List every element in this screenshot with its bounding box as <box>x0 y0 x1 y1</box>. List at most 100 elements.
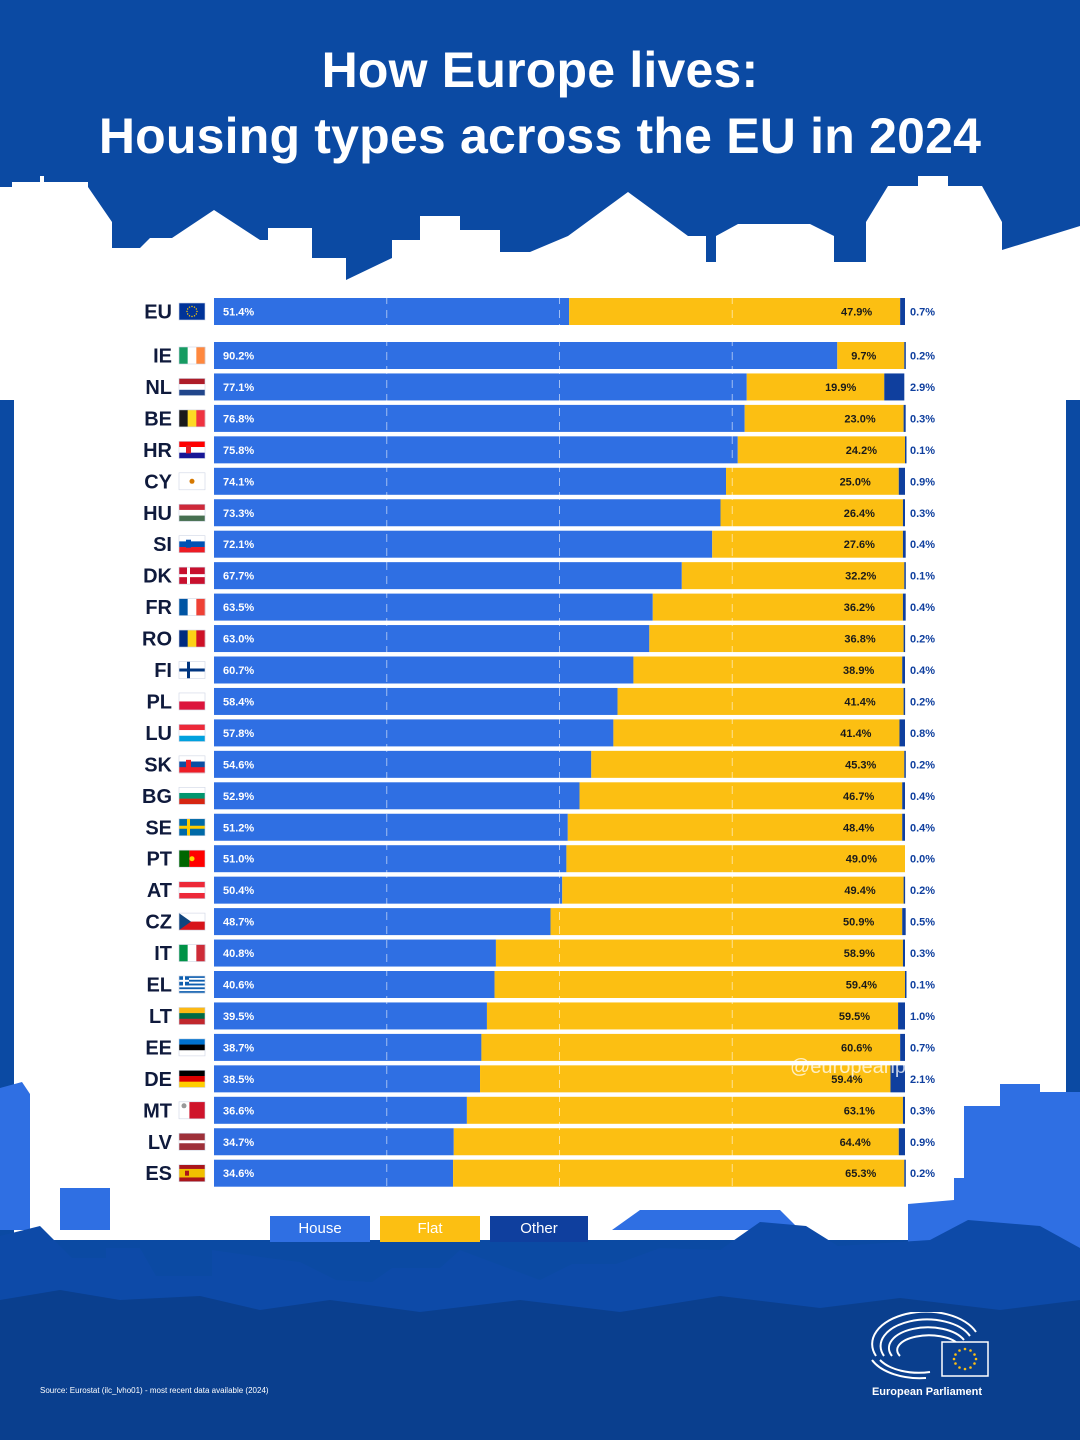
flag-icon-it <box>178 944 206 962</box>
country-label-mt: MT <box>143 1100 172 1122</box>
bar-other-be <box>903 404 906 432</box>
bar-flat-mt <box>466 1096 903 1124</box>
value-other-de: 2.1% <box>910 1074 935 1086</box>
value-house-cy: 74.1% <box>223 476 254 488</box>
flag-icon-de <box>178 1070 206 1088</box>
value-flat-sk: 45.3% <box>845 759 876 771</box>
bar-other-de <box>890 1065 905 1093</box>
value-flat-mt: 63.1% <box>844 1105 875 1117</box>
value-other-eu: 0.7% <box>910 307 935 319</box>
value-other-ie: 0.2% <box>910 351 935 363</box>
flag-icon-eu <box>178 302 206 321</box>
bar-flat-bg <box>579 782 903 810</box>
flag-icon-bg <box>178 786 206 805</box>
bar-flat-it <box>495 939 903 967</box>
value-house-at: 50.4% <box>223 885 254 897</box>
value-house-es: 34.6% <box>223 1168 254 1180</box>
value-other-se: 0.4% <box>910 822 935 834</box>
value-other-dk: 0.1% <box>910 571 935 583</box>
value-flat-it: 58.9% <box>844 948 875 960</box>
bar-flat-dk <box>681 562 905 590</box>
value-flat-lt: 59.5% <box>839 1011 870 1023</box>
flag-icon-ee <box>178 1038 206 1057</box>
bar-house-fi <box>214 656 634 684</box>
bar-flat-eu <box>569 298 901 325</box>
bar-other-hr <box>905 436 907 464</box>
country-label-bg: BG <box>142 786 172 808</box>
value-flat-lv: 64.4% <box>840 1137 871 1149</box>
country-label-fr: FR <box>145 597 172 619</box>
country-label-el: EL <box>146 975 172 997</box>
bar-flat-ee <box>481 1033 901 1061</box>
value-house-nl: 77.1% <box>223 382 254 394</box>
value-house-cz: 48.7% <box>223 917 254 929</box>
value-house-pl: 58.4% <box>223 696 254 708</box>
value-flat-bg: 46.7% <box>843 791 874 803</box>
value-flat-se: 48.4% <box>843 822 874 834</box>
flag-icon-lt <box>178 1007 206 1025</box>
bar-flat-sk <box>591 750 905 778</box>
flag-icon-cy <box>178 472 206 491</box>
bar-house-pt <box>214 845 567 873</box>
bar-other-pl <box>903 687 906 715</box>
country-label-nl: NL <box>145 377 172 399</box>
bar-house-nl <box>214 373 747 401</box>
value-house-fi: 60.7% <box>223 665 254 677</box>
country-label-pl: PL <box>146 691 172 713</box>
country-label-at: AT <box>147 880 172 902</box>
flag-icon-sk <box>178 755 206 774</box>
legend-house: House <box>270 1216 370 1242</box>
country-label-de: DE <box>144 1069 172 1091</box>
brand-name: European Parliament <box>871 1386 983 1398</box>
value-other-be: 0.3% <box>910 413 935 425</box>
country-label-pt: PT <box>146 849 172 871</box>
value-other-fi: 0.4% <box>910 665 935 677</box>
value-flat-pt: 49.0% <box>846 854 877 866</box>
bar-flat-nl <box>746 373 885 401</box>
bar-flat-se <box>567 813 903 841</box>
bar-other-ro <box>903 625 906 653</box>
value-other-pt: 0.0% <box>910 854 935 866</box>
country-label-se: SE <box>145 817 172 839</box>
flag-icon-mt <box>178 1101 206 1120</box>
bar-flat-ie <box>837 342 905 369</box>
bar-house-ee <box>214 1033 482 1061</box>
bar-house-el <box>214 971 495 998</box>
country-label-si: SI <box>153 534 172 556</box>
value-house-it: 40.8% <box>223 948 254 960</box>
country-label-it: IT <box>154 943 172 965</box>
bar-other-lt <box>898 1002 905 1030</box>
bar-other-fi <box>902 656 905 684</box>
bar-house-mt <box>214 1096 467 1124</box>
country-label-sk: SK <box>144 754 172 776</box>
country-label-hr: HR <box>143 440 172 462</box>
bar-house-lu <box>214 719 614 747</box>
bar-other-cz <box>902 908 906 936</box>
flag-icon-hr <box>178 441 206 459</box>
value-other-ro: 0.2% <box>910 634 935 646</box>
value-house-se: 51.2% <box>223 822 254 834</box>
chart-title-line-1: How Europe lives: <box>321 42 759 98</box>
country-label-ee: EE <box>145 1037 172 1059</box>
country-label-hu: HU <box>143 503 172 525</box>
flag-icon-lv <box>178 1132 206 1151</box>
bar-other-it <box>902 939 905 967</box>
bar-other-se <box>902 813 905 841</box>
value-flat-cy: 25.0% <box>840 476 871 488</box>
bar-other-hu <box>902 499 905 527</box>
country-label-fi: FI <box>154 660 172 682</box>
bar-house-hr <box>214 436 738 464</box>
bar-house-cz <box>214 908 551 936</box>
flag-icon-pt <box>178 849 206 868</box>
chart-title-line-2: Housing types across the EU in 2024 <box>98 108 982 164</box>
flag-icon-be <box>178 409 206 428</box>
value-house-lv: 34.7% <box>223 1137 254 1149</box>
bar-flat-fr <box>652 593 903 621</box>
bar-house-hu <box>214 499 721 527</box>
bar-flat-be <box>744 404 904 432</box>
bar-flat-cy <box>726 467 899 495</box>
bar-flat-el <box>494 971 905 998</box>
flag-icon-ie <box>178 346 206 365</box>
